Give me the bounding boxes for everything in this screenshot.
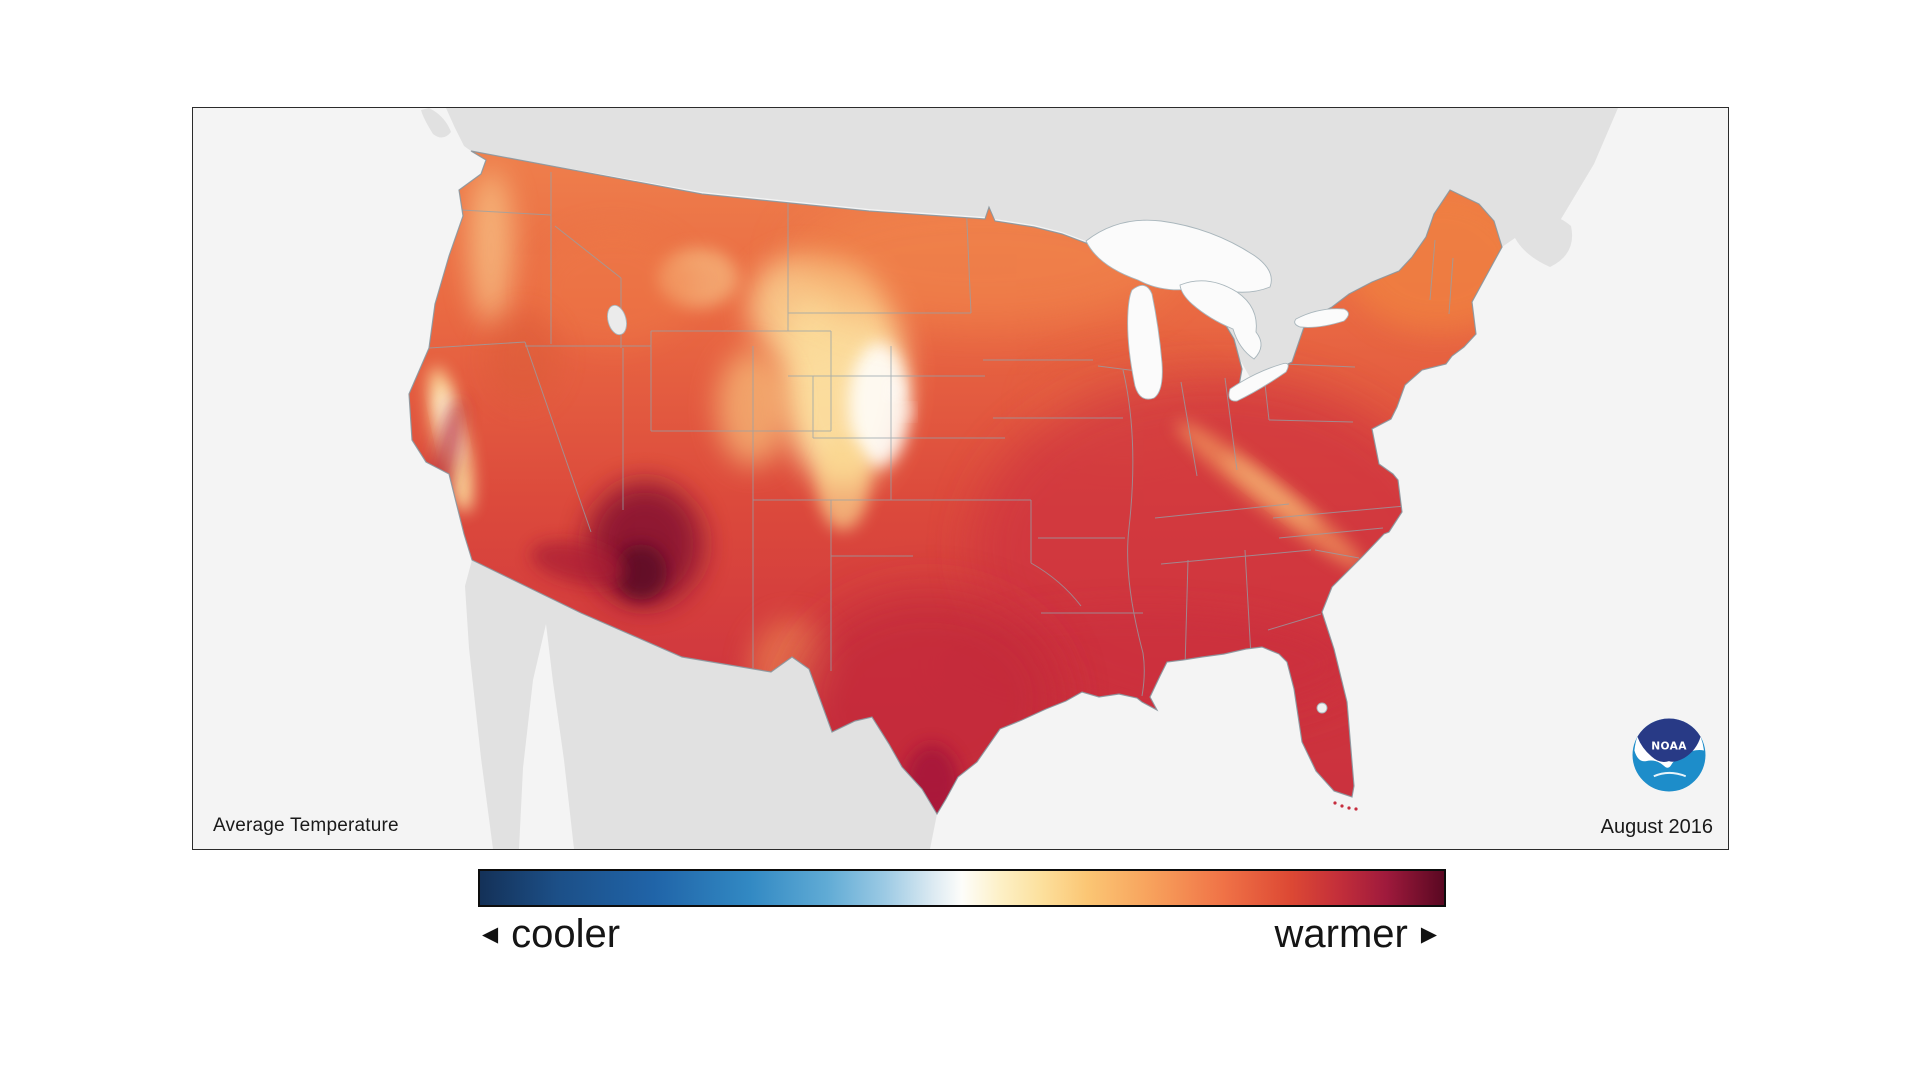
noaa-sky <box>1637 718 1701 762</box>
us-temperature-map <box>193 108 1728 849</box>
legend-cooler-label: ◀ cooler <box>482 911 620 957</box>
legend-gradient-bar <box>478 869 1446 907</box>
lake-michigan <box>1127 284 1163 400</box>
date-label: August 2016 <box>1600 816 1713 838</box>
nova-scotia-landmass <box>1512 213 1573 267</box>
lake-okeechobee <box>1316 702 1328 714</box>
vancouver-island <box>421 108 451 138</box>
noaa-logo-text: NOAA <box>1651 740 1687 753</box>
map-title: Average Temperature <box>213 815 399 836</box>
map-panel: Average Temperature NOAA August 2016 <box>192 107 1729 850</box>
lake-ontario <box>1294 308 1349 328</box>
lake-huron <box>1179 280 1262 360</box>
cooler-arrow-icon: ◀ <box>482 922 499 946</box>
gulf-of-california <box>519 624 574 849</box>
great-salt-lake <box>607 304 627 336</box>
legend-warmer-label: warmer ▶ <box>1275 911 1438 957</box>
noaa-logo: NOAA <box>1631 717 1707 793</box>
lake-erie <box>1228 362 1289 402</box>
noaa-logo-icon: NOAA <box>1632 718 1706 792</box>
state-borders <box>428 172 1454 697</box>
mexico-landmass <box>465 560 937 849</box>
warmer-arrow-icon: ▶ <box>1420 922 1437 946</box>
canada-landmass <box>446 108 1618 381</box>
noaa-wave <box>1653 771 1687 778</box>
florida-keys <box>1333 801 1358 811</box>
cooler-text: cooler <box>511 912 621 956</box>
lake-superior <box>1085 219 1272 293</box>
warmer-text: warmer <box>1274 912 1408 956</box>
